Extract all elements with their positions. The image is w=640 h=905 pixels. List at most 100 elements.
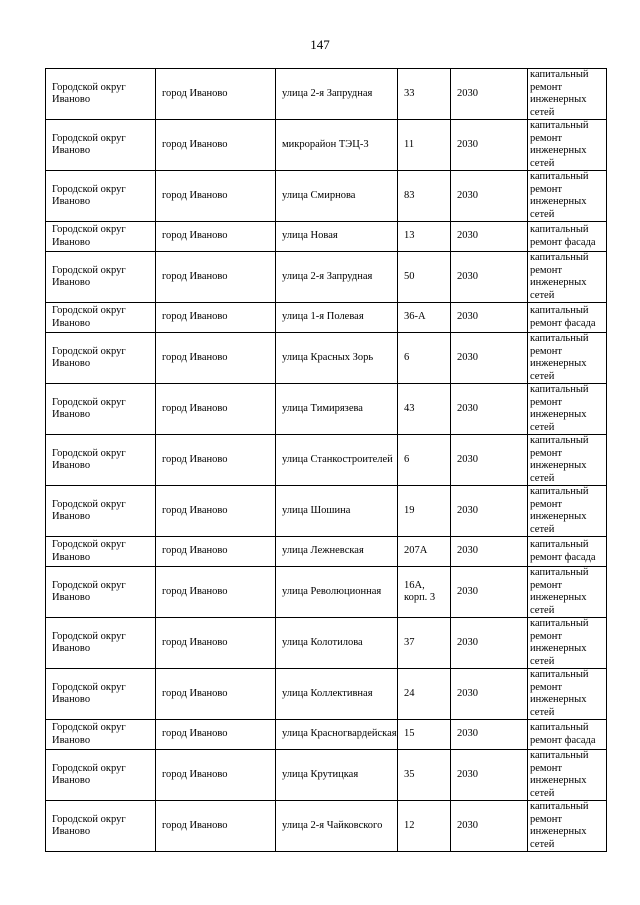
table-row: Городской округ Иваново город Иваново улиц…: [45, 800, 607, 852]
cell-settlement: город Иваново: [155, 749, 276, 801]
cell-street: улица Лежневская: [275, 536, 398, 567]
cell-house-number: 6: [397, 332, 451, 384]
cell-work-type: капитальный ремонт инженерных сетей: [527, 119, 607, 171]
cell-street: улица Шошина: [275, 485, 398, 537]
cell-municipality: Городской округ Иваново: [45, 170, 156, 222]
cell-house-number: 16А, корп. 3: [397, 566, 451, 618]
cell-house-number: 50: [397, 251, 451, 303]
cell-work-type: капитальный ремонт инженерных сетей: [527, 332, 607, 384]
cell-work-type: капитальный ремонт инженерных сетей: [527, 170, 607, 222]
cell-settlement: город Иваново: [155, 170, 276, 222]
cell-street: улица 2-я Чайковского: [275, 800, 398, 852]
cell-street: улица Красногвардейская: [275, 719, 398, 750]
cell-settlement: город Иваново: [155, 536, 276, 567]
cell-house-number: 43: [397, 383, 451, 435]
cell-street: улица 2-я Запрудная: [275, 68, 398, 120]
table-row: Городской округ Иваново город Иваново улиц…: [45, 170, 607, 222]
cell-municipality: Городской округ Иваново: [45, 434, 156, 486]
cell-municipality: Городской округ Иваново: [45, 332, 156, 384]
cell-house-number: 13: [397, 221, 451, 252]
cell-year: 2030: [450, 536, 528, 567]
table-row: Городской округ Иваново город Иваново улиц…: [45, 434, 607, 486]
table-row: Городской округ Иваново город Иваново улиц…: [45, 251, 607, 303]
cell-settlement: город Иваново: [155, 566, 276, 618]
cell-street: улица Станкостроителей: [275, 434, 398, 486]
table-row: Городской округ Иваново город Иваново улиц…: [45, 332, 607, 384]
cell-year: 2030: [450, 221, 528, 252]
cell-house-number: 33: [397, 68, 451, 120]
cell-street: улица 2-я Запрудная: [275, 251, 398, 303]
cell-work-type: капитальный ремонт фасада: [527, 302, 607, 333]
cell-street: улица Крутицкая: [275, 749, 398, 801]
table-row: Городской округ Иваново город Иваново улиц…: [45, 749, 607, 801]
cell-year: 2030: [450, 719, 528, 750]
page-number: 147: [310, 37, 330, 52]
cell-year: 2030: [450, 434, 528, 486]
table-row: Городской округ Иваново город Иваново улиц…: [45, 485, 607, 537]
cell-work-type: капитальный ремонт инженерных сетей: [527, 68, 607, 120]
cell-municipality: Городской округ Иваново: [45, 719, 156, 750]
cell-street: микрорайон ТЭЦ-3: [275, 119, 398, 171]
cell-house-number: 24: [397, 668, 451, 720]
cell-settlement: город Иваново: [155, 251, 276, 303]
cell-work-type: капитальный ремонт инженерных сетей: [527, 800, 607, 852]
cell-house-number: 12: [397, 800, 451, 852]
cell-street: улица Коллективная: [275, 668, 398, 720]
table-row: Городской округ Иваново город Иваново улиц…: [45, 536, 607, 567]
cell-municipality: Городской округ Иваново: [45, 383, 156, 435]
cell-settlement: город Иваново: [155, 617, 276, 669]
cell-work-type: капитальный ремонт фасада: [527, 719, 607, 750]
cell-house-number: 19: [397, 485, 451, 537]
cell-house-number: 6: [397, 434, 451, 486]
cell-municipality: Городской округ Иваново: [45, 302, 156, 333]
cell-house-number: 36-А: [397, 302, 451, 333]
cell-settlement: город Иваново: [155, 302, 276, 333]
cell-work-type: капитальный ремонт инженерных сетей: [527, 566, 607, 618]
cell-settlement: город Иваново: [155, 434, 276, 486]
cell-house-number: 15: [397, 719, 451, 750]
cell-house-number: 11: [397, 119, 451, 171]
cell-year: 2030: [450, 800, 528, 852]
cell-work-type: капитальный ремонт инженерных сетей: [527, 668, 607, 720]
table-row: Городской округ Иваново город Иваново микр…: [45, 119, 607, 171]
cell-municipality: Городской округ Иваново: [45, 800, 156, 852]
table-row: Городской округ Иваново город Иваново улиц…: [45, 68, 607, 120]
cell-house-number: 37: [397, 617, 451, 669]
table-row: Городской округ Иваново город Иваново улиц…: [45, 302, 607, 333]
cell-work-type: капитальный ремонт инженерных сетей: [527, 383, 607, 435]
cell-work-type: капитальный ремонт инженерных сетей: [527, 251, 607, 303]
cell-work-type: капитальный ремонт инженерных сетей: [527, 617, 607, 669]
cell-street: улица Красных Зорь: [275, 332, 398, 384]
cell-settlement: город Иваново: [155, 719, 276, 750]
cell-municipality: Городской округ Иваново: [45, 485, 156, 537]
cell-year: 2030: [450, 668, 528, 720]
cell-municipality: Городской округ Иваново: [45, 119, 156, 171]
cell-settlement: город Иваново: [155, 383, 276, 435]
table-row: Городской округ Иваново город Иваново улиц…: [45, 617, 607, 669]
cell-municipality: Городской округ Иваново: [45, 617, 156, 669]
cell-settlement: город Иваново: [155, 119, 276, 171]
cell-settlement: город Иваново: [155, 800, 276, 852]
cell-year: 2030: [450, 332, 528, 384]
cell-work-type: капитальный ремонт инженерных сетей: [527, 434, 607, 486]
cell-street: улица Тимирязева: [275, 383, 398, 435]
cell-year: 2030: [450, 68, 528, 120]
cell-house-number: 83: [397, 170, 451, 222]
cell-work-type: капитальный ремонт фасада: [527, 536, 607, 567]
cell-year: 2030: [450, 119, 528, 171]
cell-settlement: город Иваново: [155, 332, 276, 384]
cell-municipality: Городской округ Иваново: [45, 251, 156, 303]
cell-municipality: Городской округ Иваново: [45, 536, 156, 567]
table-row: Городской округ Иваново город Иваново улиц…: [45, 668, 607, 720]
cell-settlement: город Иваново: [155, 68, 276, 120]
cell-municipality: Городской округ Иваново: [45, 68, 156, 120]
cell-settlement: город Иваново: [155, 485, 276, 537]
cell-year: 2030: [450, 566, 528, 618]
cell-municipality: Городской округ Иваново: [45, 749, 156, 801]
cell-settlement: город Иваново: [155, 668, 276, 720]
cell-work-type: капитальный ремонт инженерных сетей: [527, 485, 607, 537]
data-table: Городской округ Иваново город Иваново улиц…: [45, 68, 607, 852]
cell-municipality: Городской округ Иваново: [45, 221, 156, 252]
cell-work-type: капитальный ремонт фасада: [527, 221, 607, 252]
cell-street: улица Смирнова: [275, 170, 398, 222]
